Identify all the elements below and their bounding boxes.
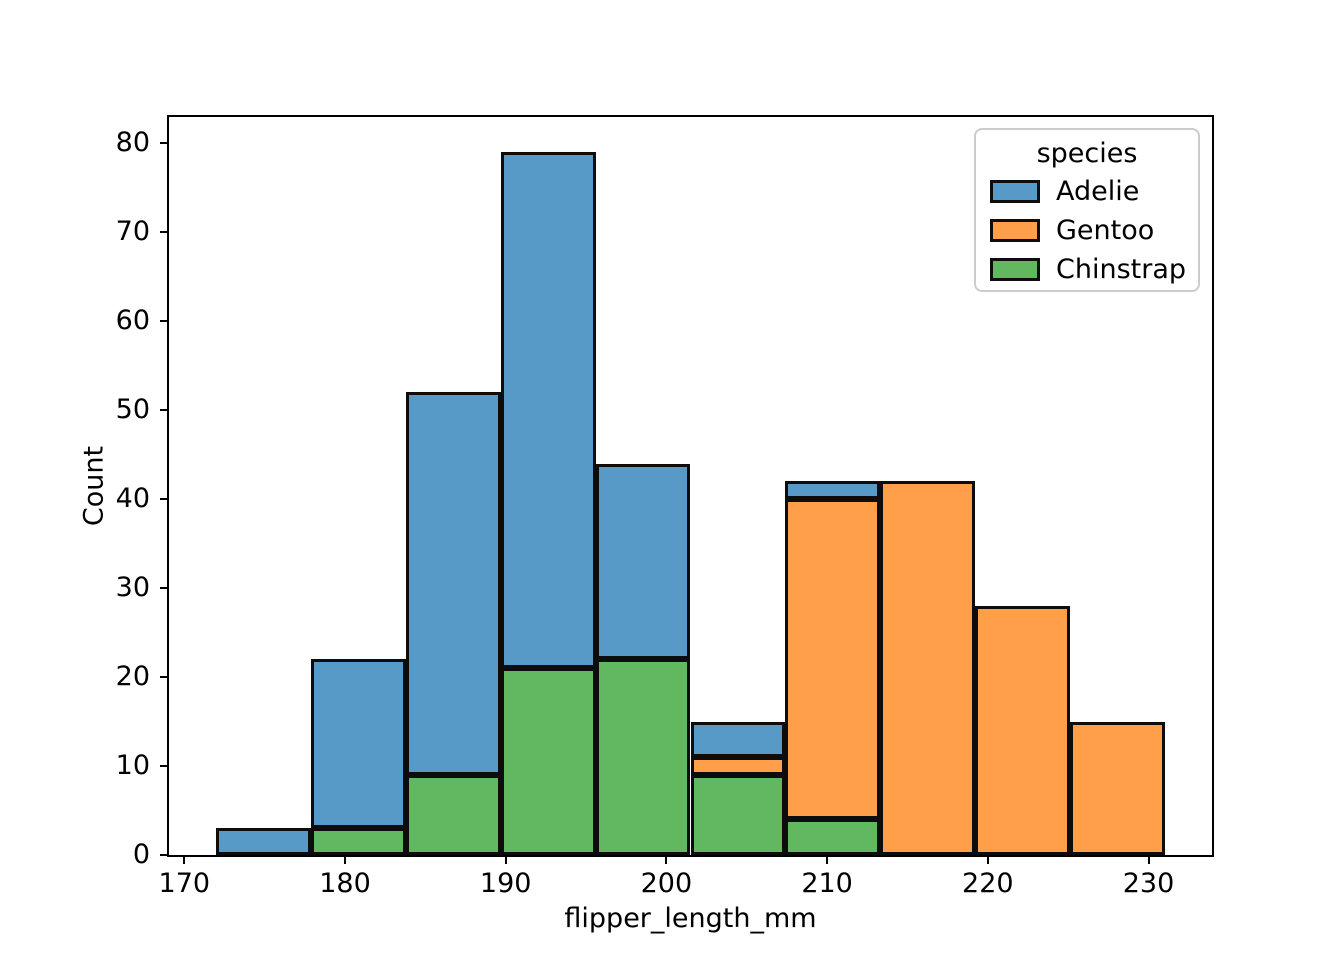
x-tick-mark	[1147, 855, 1150, 864]
bar-segment-adelie-bin3	[500, 152, 596, 669]
y-tick-mark	[160, 854, 169, 856]
x-tick-mark	[344, 855, 346, 864]
x-tick-label: 180	[319, 868, 371, 899]
legend-entry-gentoo: Gentoo	[986, 211, 1188, 250]
y-tick-label: 40	[115, 483, 150, 515]
x-tick-mark	[826, 855, 829, 864]
bar-segment-chinstrap-bin2	[406, 774, 501, 855]
x-tick-mark	[986, 855, 989, 864]
bar-segment-adelie-bin1	[311, 659, 406, 829]
y-tick-mark	[160, 231, 169, 234]
y-tick-mark	[160, 587, 169, 590]
bar-segment-gentoo-bin5	[690, 757, 786, 775]
y-tick-mark	[160, 409, 169, 412]
legend-label: Gentoo	[1056, 214, 1155, 246]
y-tick-mark	[160, 142, 169, 145]
y-tick-label: 0	[132, 839, 150, 870]
x-tick-mark	[183, 855, 186, 864]
bar-segment-chinstrap-bin3	[500, 668, 596, 855]
legend-swatch-chinstrap	[990, 258, 1040, 281]
bar-segment-adelie-bin0	[216, 828, 312, 855]
bar-segment-chinstrap-bin6	[785, 819, 881, 855]
x-tick-mark	[504, 855, 507, 864]
bar-segment-adelie-bin5	[690, 721, 786, 758]
y-tick-mark	[160, 765, 169, 767]
legend-label: Adelie	[1056, 175, 1140, 207]
y-tick-label: 60	[115, 305, 150, 337]
bar-segment-gentoo-bin8	[975, 605, 1070, 855]
x-tick-label: 170	[158, 868, 211, 899]
x-tick-label: 190	[479, 868, 532, 899]
legend-label: Chinstrap	[1056, 253, 1187, 285]
bar-segment-adelie-bin2	[406, 392, 501, 775]
bar-segment-chinstrap-bin5	[690, 774, 786, 855]
legend-title: species	[1036, 138, 1138, 169]
legend: species Adelie Gentoo Chinstrap	[974, 128, 1200, 292]
y-tick-label: 70	[115, 216, 150, 248]
bar-segment-gentoo-bin9	[1069, 721, 1165, 855]
y-tick-label: 20	[115, 661, 150, 693]
x-tick-mark	[665, 855, 668, 864]
y-tick-mark	[160, 498, 169, 501]
bar-segment-chinstrap-bin1	[311, 828, 406, 855]
bar-segment-chinstrap-bin4	[595, 659, 691, 855]
legend-entry-chinstrap: Chinstrap	[986, 250, 1188, 289]
y-tick-label: 80	[115, 127, 150, 159]
legend-entries: Adelie Gentoo Chinstrap	[986, 172, 1188, 289]
x-tick-label: 210	[801, 868, 853, 899]
bar-segment-gentoo-bin7	[880, 481, 975, 855]
y-tick-label: 30	[115, 572, 150, 604]
legend-swatch-gentoo	[990, 219, 1040, 242]
bar-segment-adelie-bin6	[785, 481, 881, 500]
bar-segment-gentoo-bin6	[785, 499, 881, 820]
plot-area: 170 180 190 200 210 220 230 0 10 20 30 40 50 60 70 80 …	[79, 115, 1214, 934]
y-tick-mark	[160, 676, 169, 679]
y-tick-label: 50	[115, 394, 150, 426]
legend-entry-adelie: Adelie	[986, 172, 1188, 211]
y-tick-label: 10	[115, 750, 150, 781]
x-tick-label: 200	[640, 868, 693, 899]
x-tick-label: 230	[1122, 868, 1175, 899]
x-tick-label: 220	[962, 868, 1014, 899]
bar-segment-adelie-bin4	[595, 463, 691, 660]
y-tick-mark	[160, 320, 169, 323]
legend-swatch-adelie	[990, 180, 1040, 203]
y-axis-label: Count	[78, 445, 110, 527]
x-axis-label: flipper_length_mm	[564, 903, 817, 934]
